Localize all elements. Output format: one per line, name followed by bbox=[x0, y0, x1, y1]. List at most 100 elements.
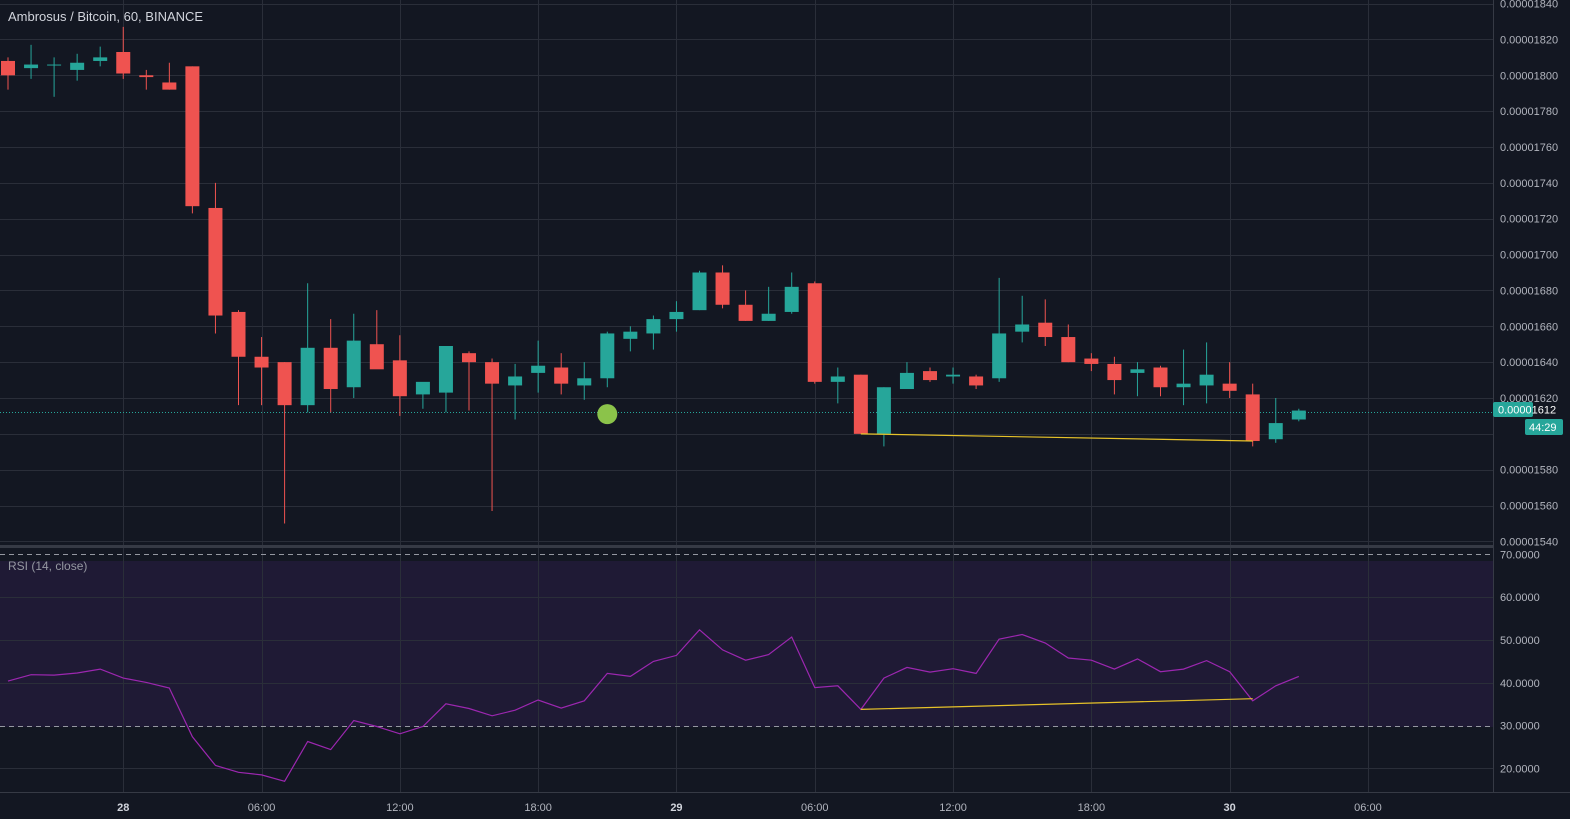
price-tick-label: 0.00001580 bbox=[1500, 465, 1558, 477]
candle[interactable] bbox=[47, 57, 62, 97]
candle[interactable] bbox=[531, 340, 546, 393]
candle[interactable] bbox=[830, 367, 845, 404]
candle-body bbox=[346, 340, 361, 388]
candle[interactable] bbox=[231, 310, 246, 406]
candle-body bbox=[508, 376, 523, 386]
candle[interactable] bbox=[24, 44, 39, 79]
candle-body bbox=[577, 378, 592, 386]
candle[interactable] bbox=[1222, 362, 1237, 398]
candle[interactable] bbox=[715, 265, 730, 309]
candle[interactable] bbox=[853, 374, 868, 434]
candle-body bbox=[47, 64, 62, 66]
candle-body bbox=[462, 353, 476, 363]
rsi-axis[interactable]: 70.0000 60.0000 50.0000 40.0000 30.0000 20.00… bbox=[1500, 549, 1540, 775]
candle[interactable] bbox=[162, 62, 177, 90]
price-tick-label: 0.00001640 bbox=[1500, 357, 1558, 369]
candle[interactable] bbox=[923, 367, 937, 382]
candle[interactable] bbox=[692, 270, 707, 311]
rsi-tick-label: 20.0000 bbox=[1500, 763, 1540, 775]
candle-body bbox=[208, 207, 223, 316]
candle[interactable] bbox=[185, 66, 200, 214]
candle[interactable] bbox=[462, 351, 476, 411]
candle-body bbox=[692, 272, 707, 311]
candle[interactable] bbox=[1038, 299, 1053, 347]
candle[interactable] bbox=[1107, 356, 1122, 395]
candle[interactable] bbox=[1176, 349, 1191, 406]
candle[interactable] bbox=[1, 57, 15, 90]
candle[interactable] bbox=[300, 283, 315, 413]
candle-body bbox=[531, 365, 546, 373]
candle[interactable] bbox=[208, 182, 223, 334]
candle[interactable] bbox=[254, 337, 269, 406]
candlestick-series[interactable] bbox=[1, 26, 1306, 524]
candle[interactable] bbox=[369, 310, 384, 370]
candle[interactable] bbox=[438, 346, 453, 413]
rsi-trendline[interactable] bbox=[860, 698, 1253, 710]
candle[interactable] bbox=[116, 26, 131, 79]
countdown-badge bbox=[1525, 419, 1563, 435]
candle[interactable] bbox=[1245, 383, 1260, 447]
time-tick-label: 06:00 bbox=[801, 802, 829, 814]
candle[interactable] bbox=[646, 315, 661, 350]
time-tick-label: 12:00 bbox=[939, 802, 967, 814]
candle[interactable] bbox=[992, 277, 1007, 382]
rsi-tick-label: 70.0000 bbox=[1500, 549, 1540, 561]
candle[interactable] bbox=[277, 362, 292, 524]
time-tick-label: 18:00 bbox=[1078, 802, 1106, 814]
candle[interactable] bbox=[1153, 365, 1168, 397]
rsi-line[interactable] bbox=[7, 628, 1300, 783]
candle[interactable] bbox=[1084, 353, 1099, 372]
rsi-series[interactable] bbox=[7, 628, 1300, 783]
candle[interactable] bbox=[969, 374, 984, 390]
chart-title[interactable]: Ambrosus / Bitcoin, 60, BINANCE bbox=[8, 9, 203, 24]
rsi-tick-label: 50.0000 bbox=[1500, 635, 1540, 647]
candle[interactable] bbox=[577, 362, 592, 400]
candle[interactable] bbox=[623, 326, 638, 352]
rsi-title[interactable]: RSI (14, close) bbox=[8, 559, 87, 573]
rsi-tick-label: 60.0000 bbox=[1500, 592, 1540, 604]
candle-body bbox=[300, 347, 315, 406]
candle[interactable] bbox=[1130, 362, 1145, 397]
candle[interactable] bbox=[946, 367, 961, 384]
candle[interactable] bbox=[1268, 397, 1283, 443]
candle[interactable] bbox=[784, 272, 799, 314]
candle[interactable] bbox=[346, 313, 361, 398]
candle-body bbox=[369, 344, 384, 370]
candle[interactable] bbox=[415, 381, 430, 409]
candle[interactable] bbox=[761, 286, 776, 321]
candle[interactable] bbox=[1061, 324, 1076, 363]
signal-dot[interactable] bbox=[597, 404, 618, 425]
candle[interactable] bbox=[1199, 342, 1214, 404]
candle[interactable] bbox=[392, 335, 407, 416]
candle[interactable] bbox=[70, 53, 85, 81]
candle[interactable] bbox=[1015, 295, 1030, 343]
candle[interactable] bbox=[600, 331, 615, 388]
candle[interactable] bbox=[508, 363, 523, 420]
candle[interactable] bbox=[738, 290, 753, 321]
candle-body bbox=[853, 374, 868, 434]
candle-body bbox=[830, 376, 845, 382]
price-axis[interactable]: 0.00001840 0.00001820 0.00001800 0.00001780… bbox=[1500, 0, 1558, 548]
candle[interactable] bbox=[899, 362, 914, 390]
candle[interactable] bbox=[485, 358, 500, 511]
candle[interactable] bbox=[876, 387, 891, 447]
candle-body bbox=[254, 356, 269, 368]
price-trendline[interactable] bbox=[860, 433, 1253, 442]
candle[interactable] bbox=[1291, 408, 1306, 422]
candle-body bbox=[1291, 410, 1306, 420]
grid-lines bbox=[0, 0, 1493, 792]
candle-body bbox=[24, 64, 39, 69]
candle[interactable] bbox=[669, 301, 684, 332]
candle-body bbox=[899, 372, 914, 390]
candle-body bbox=[1, 60, 15, 76]
candle[interactable] bbox=[807, 281, 822, 384]
candle-body bbox=[392, 360, 407, 397]
candle[interactable] bbox=[93, 46, 108, 67]
price-badges: 0.00001612 44:29 bbox=[1493, 402, 1563, 435]
drawings[interactable] bbox=[597, 404, 1253, 710]
candle[interactable] bbox=[323, 319, 338, 413]
candle[interactable] bbox=[554, 353, 569, 395]
time-axis[interactable]: 28 06:00 12:00 18:00 29 06:00 12:00 18:00 30 06:0… bbox=[117, 802, 1382, 814]
candle[interactable] bbox=[139, 69, 154, 90]
